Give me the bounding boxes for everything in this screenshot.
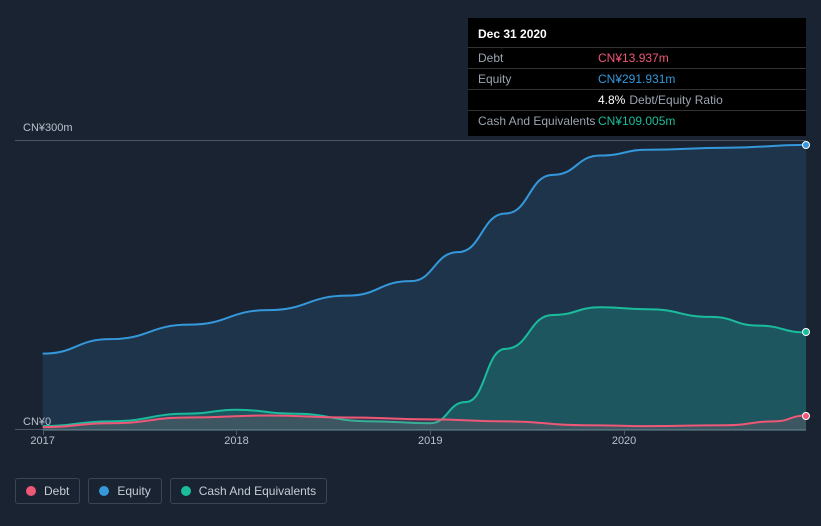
- legend-dot-icon: [26, 486, 36, 496]
- legend-dot-icon: [99, 486, 109, 496]
- tooltip-row: EquityCN¥291.931m: [468, 68, 806, 89]
- x-axis-label: 2020: [612, 435, 636, 447]
- legend-item[interactable]: Debt: [15, 478, 80, 504]
- series-end-marker: [802, 412, 810, 420]
- series-end-marker: [802, 328, 810, 336]
- tooltip-value: CN¥291.931m: [598, 72, 796, 86]
- legend-label: Cash And Equivalents: [199, 484, 316, 498]
- legend-label: Debt: [44, 484, 69, 498]
- tooltip-row: Cash And EquivalentsCN¥109.005m: [468, 110, 806, 131]
- tooltip-label: [478, 93, 598, 107]
- x-axis-label: 2017: [30, 435, 54, 447]
- tooltip-label: Equity: [478, 72, 598, 86]
- chart-plot-area[interactable]: [15, 140, 806, 430]
- chart-tooltip: Dec 31 2020 DebtCN¥13.937mEquityCN¥291.9…: [468, 18, 806, 136]
- y-axis-label-top: CN¥300m: [23, 122, 73, 134]
- tooltip-row: 4.8%Debt/Equity Ratio: [468, 89, 806, 110]
- tooltip-label: Cash And Equivalents: [478, 114, 598, 128]
- tooltip-value: 4.8%Debt/Equity Ratio: [598, 93, 796, 107]
- legend-label: Equity: [117, 484, 150, 498]
- y-axis-label-bottom: CN¥0: [23, 416, 51, 428]
- x-axis-label: 2018: [224, 435, 248, 447]
- tooltip-value-suffix: Debt/Equity Ratio: [629, 93, 722, 107]
- chart: CN¥300m CN¥0 2017 2018 2019 2020: [15, 120, 806, 450]
- tooltip-label: Debt: [478, 51, 598, 65]
- x-axis-labels: 2017 2018 2019 2020: [15, 435, 806, 455]
- legend-item[interactable]: Cash And Equivalents: [170, 478, 327, 504]
- chart-svg: [15, 141, 806, 431]
- x-axis-label: 2019: [418, 435, 442, 447]
- tooltip-row: DebtCN¥13.937m: [468, 47, 806, 68]
- tooltip-value: CN¥13.937m: [598, 51, 796, 65]
- tooltip-value: CN¥109.005m: [598, 114, 796, 128]
- legend-dot-icon: [181, 486, 191, 496]
- legend-item[interactable]: Equity: [88, 478, 161, 504]
- tooltip-date: Dec 31 2020: [468, 23, 806, 47]
- chart-legend: Debt Equity Cash And Equivalents: [15, 478, 327, 504]
- series-end-marker: [802, 141, 810, 149]
